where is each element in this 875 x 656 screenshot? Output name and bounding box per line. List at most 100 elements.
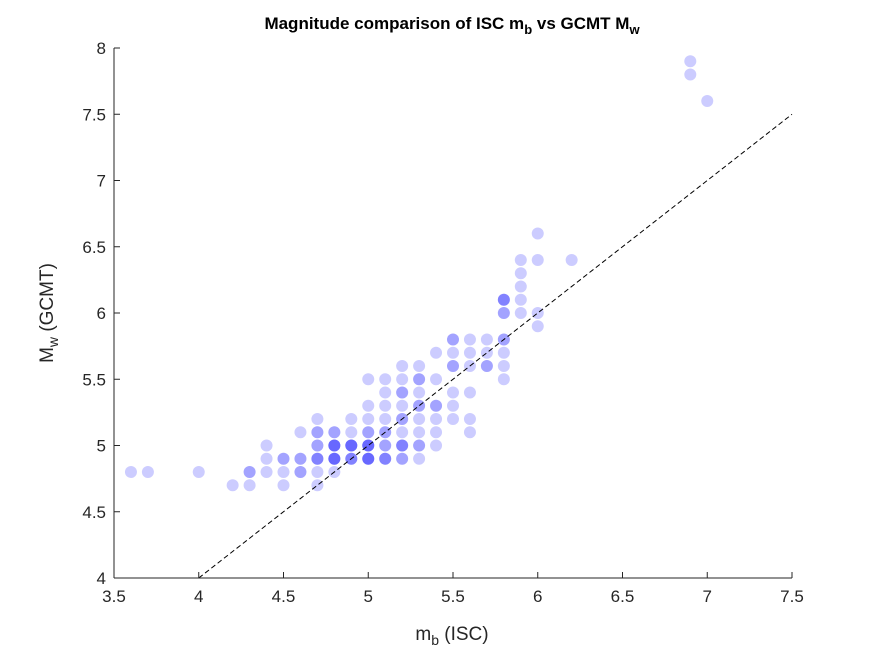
data-point	[362, 439, 375, 452]
data-point	[701, 95, 714, 107]
data-point	[480, 360, 493, 372]
data-point	[684, 68, 697, 81]
data-point	[447, 386, 459, 399]
data-point	[379, 439, 392, 452]
data-point	[430, 413, 443, 425]
data-point	[447, 413, 459, 425]
y-axis-label: Mw (GCMT)	[37, 263, 61, 363]
data-point	[260, 439, 273, 452]
data-point	[447, 346, 459, 359]
data-point	[413, 399, 426, 412]
data-point	[514, 293, 527, 306]
data-point	[379, 373, 392, 386]
data-point	[447, 399, 459, 412]
data-point	[294, 466, 307, 478]
data-point	[413, 373, 426, 386]
data-point	[463, 346, 476, 359]
data-point	[362, 426, 375, 439]
data-point	[379, 452, 392, 465]
data-point	[311, 426, 324, 439]
data-point	[311, 452, 324, 465]
data-point	[362, 426, 375, 439]
data-point	[260, 452, 273, 465]
data-point	[328, 452, 341, 465]
data-point	[379, 399, 392, 412]
data-point	[328, 452, 341, 465]
data-points	[124, 55, 714, 492]
data-point	[413, 452, 426, 465]
data-point	[294, 452, 307, 465]
data-point	[362, 439, 375, 452]
data-point	[480, 333, 493, 346]
data-point	[192, 466, 205, 478]
data-point	[684, 55, 697, 68]
y-tick-label: 6.5	[82, 238, 106, 257]
x-tick-label: 7.5	[780, 587, 804, 606]
data-point	[497, 293, 510, 306]
data-point	[430, 346, 443, 359]
data-point	[379, 413, 392, 425]
data-point	[362, 452, 375, 465]
y-ticks: 4 4.5 5 5.5 6 6.5 7 7.5 8	[82, 39, 120, 588]
data-point	[311, 452, 324, 465]
data-point	[497, 293, 510, 306]
data-point	[311, 439, 324, 452]
data-point	[514, 307, 527, 319]
data-point	[514, 254, 527, 266]
data-point	[124, 466, 137, 478]
data-point	[514, 267, 527, 280]
data-point	[430, 439, 443, 452]
x-tick-label: 3.5	[102, 587, 126, 606]
data-point	[514, 280, 527, 293]
y-tick-label: 4.5	[82, 503, 106, 522]
data-point	[396, 439, 409, 452]
data-point	[396, 439, 409, 452]
data-point	[243, 466, 256, 478]
data-point	[463, 333, 476, 346]
data-point	[328, 439, 341, 452]
data-point	[345, 439, 358, 452]
x-tick-label: 4	[194, 587, 203, 606]
y-tick-label: 5.5	[82, 370, 106, 389]
data-point	[277, 466, 290, 478]
x-tick-label: 7	[703, 587, 712, 606]
data-point	[260, 466, 273, 478]
y-tick-label: 5	[97, 437, 106, 456]
data-point	[277, 452, 290, 465]
x-axis-label: mb (ISC)	[415, 624, 488, 648]
data-point	[243, 466, 256, 478]
chart-title: Magnitude comparison of ISC mb vs GCMT M…	[264, 14, 640, 37]
data-point	[413, 360, 426, 372]
data-point	[497, 307, 510, 319]
data-point	[447, 360, 459, 372]
y-tick-label: 6	[97, 304, 106, 323]
data-point	[311, 413, 324, 425]
data-point	[362, 373, 375, 386]
data-point	[413, 373, 426, 386]
x-tick-label: 6	[533, 587, 542, 606]
y-tick-label: 7.5	[82, 105, 106, 124]
data-point	[362, 399, 375, 412]
reference-line-layer	[198, 113, 793, 579]
data-point	[328, 439, 341, 452]
reference-line	[198, 113, 793, 579]
data-point	[328, 439, 341, 452]
data-point	[328, 452, 341, 465]
data-point	[328, 426, 341, 439]
data-point	[396, 386, 409, 399]
data-point	[497, 373, 510, 386]
data-point	[311, 426, 324, 439]
data-point	[463, 413, 476, 425]
data-point	[362, 452, 375, 465]
data-point	[396, 426, 409, 439]
data-point	[497, 307, 510, 319]
data-point	[480, 360, 493, 372]
data-point	[396, 373, 409, 386]
data-point	[379, 452, 392, 465]
data-point	[328, 452, 341, 465]
data-point	[277, 479, 290, 492]
data-point	[243, 479, 256, 492]
data-point	[531, 254, 544, 266]
data-point	[396, 452, 409, 465]
data-point	[531, 307, 544, 319]
